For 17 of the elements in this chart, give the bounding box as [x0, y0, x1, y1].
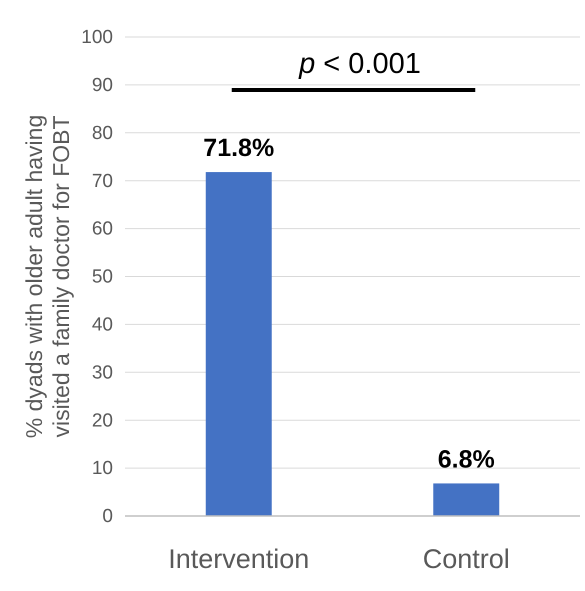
- annotation: p < 0.001: [298, 48, 421, 80]
- y-tick-label: 80: [92, 122, 113, 144]
- data-label: 6.8%: [438, 445, 495, 474]
- y-tick-label: 30: [92, 362, 113, 384]
- y-tick-label: 20: [92, 410, 113, 432]
- y-tick-label: 90: [92, 74, 113, 96]
- y-tick-label: 100: [81, 27, 113, 48]
- y-tick-label: 50: [92, 266, 113, 288]
- y-tick-label: 0: [102, 506, 113, 528]
- x-tick-label: Control: [422, 544, 510, 574]
- data-label: 71.8%: [203, 134, 274, 162]
- x-tick-label: Intervention: [168, 544, 310, 574]
- y-tick-label: 40: [92, 314, 113, 336]
- y-tick-label: 70: [92, 170, 113, 192]
- y-tick-label: 10: [92, 458, 113, 480]
- y-axis-title: % dyads with older adult having visited a family doctor for FOBT: [21, 114, 74, 438]
- y-tick-label: 60: [92, 218, 113, 240]
